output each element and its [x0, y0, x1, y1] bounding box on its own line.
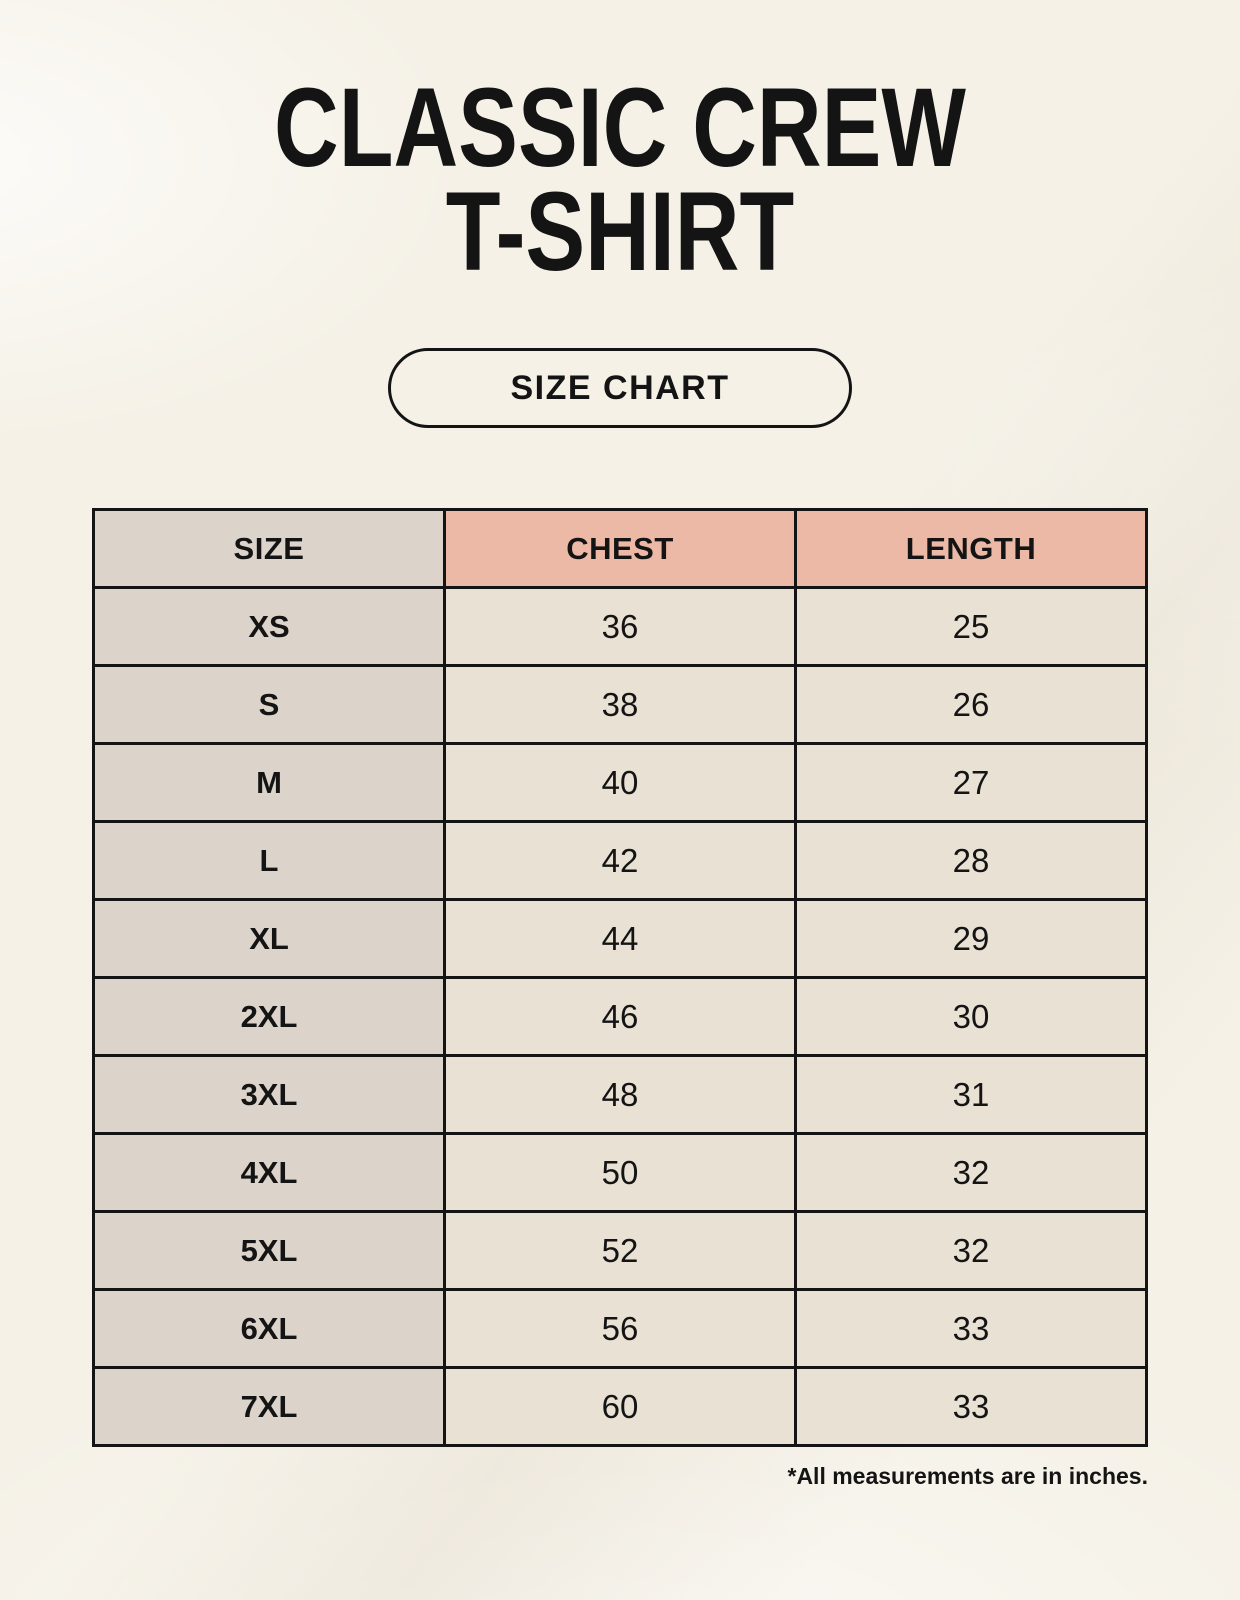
size-cell: XS	[92, 586, 446, 668]
size-table: SIZE CHEST LENGTH XS 36 25 S 38 26 M 40 …	[92, 508, 1148, 1448]
chest-cell: 52	[443, 1210, 797, 1292]
length-cell: 30	[794, 976, 1148, 1058]
chest-cell: 50	[443, 1132, 797, 1214]
column-header-length: LENGTH	[794, 508, 1148, 590]
table-row: 5XL 52 32	[92, 1210, 1148, 1292]
table-row: XS 36 25	[92, 586, 1148, 668]
chest-cell: 42	[443, 820, 797, 902]
page-title-line2: T-SHIRT	[445, 169, 795, 295]
length-cell: 33	[794, 1366, 1148, 1448]
size-cell: 6XL	[92, 1288, 446, 1370]
length-cell: 27	[794, 742, 1148, 824]
size-chart-button-label: SIZE CHART	[510, 368, 730, 407]
chest-cell: 60	[443, 1366, 797, 1448]
chest-cell: 40	[443, 742, 797, 824]
size-cell: 7XL	[92, 1366, 446, 1448]
size-cell: M	[92, 742, 446, 824]
size-cell: 3XL	[92, 1054, 446, 1136]
size-cell: L	[92, 820, 446, 902]
size-cell: 5XL	[92, 1210, 446, 1292]
chest-cell: 56	[443, 1288, 797, 1370]
size-cell: 2XL	[92, 976, 446, 1058]
table-row: XL 44 29	[92, 898, 1148, 980]
length-cell: 32	[794, 1210, 1148, 1292]
chest-cell: 44	[443, 898, 797, 980]
page-title-line1: CLASSIC CREW	[274, 65, 966, 190]
table-row: 2XL 46 30	[92, 976, 1148, 1058]
length-cell: 32	[794, 1132, 1148, 1214]
length-cell: 33	[794, 1288, 1148, 1370]
size-cell: S	[92, 664, 446, 746]
length-cell: 28	[794, 820, 1148, 902]
column-header-size: SIZE	[92, 508, 446, 590]
table-row: 7XL 60 33	[92, 1366, 1148, 1448]
length-cell: 25	[794, 586, 1148, 668]
size-chart-button[interactable]: SIZE CHART	[388, 348, 852, 429]
column-header-chest: CHEST	[443, 508, 797, 590]
table-row: L 42 28	[92, 820, 1148, 902]
size-table-head: SIZE CHEST LENGTH	[92, 508, 1148, 590]
chest-cell: 46	[443, 976, 797, 1058]
length-cell: 29	[794, 898, 1148, 980]
table-row: 6XL 56 33	[92, 1288, 1148, 1370]
measurements-footnote: *All measurements are in inches.	[787, 1463, 1149, 1490]
table-row: M 40 27	[92, 742, 1148, 824]
size-table-header-row: SIZE CHEST LENGTH	[92, 508, 1148, 590]
chest-cell: 36	[443, 586, 797, 668]
size-cell: 4XL	[92, 1132, 446, 1214]
table-row: S 38 26	[92, 664, 1148, 746]
chest-cell: 38	[443, 664, 797, 746]
chest-cell: 48	[443, 1054, 797, 1136]
table-row: 4XL 50 32	[92, 1132, 1148, 1214]
length-cell: 31	[794, 1054, 1148, 1136]
size-cell: XL	[92, 898, 446, 980]
page-title: CLASSIC CREW T-SHIRT	[124, 0, 1116, 295]
length-cell: 26	[794, 664, 1148, 746]
table-row: 3XL 48 31	[92, 1054, 1148, 1136]
size-table-body: XS 36 25 S 38 26 M 40 27 L 42 28 XL 44 2…	[92, 586, 1148, 1448]
